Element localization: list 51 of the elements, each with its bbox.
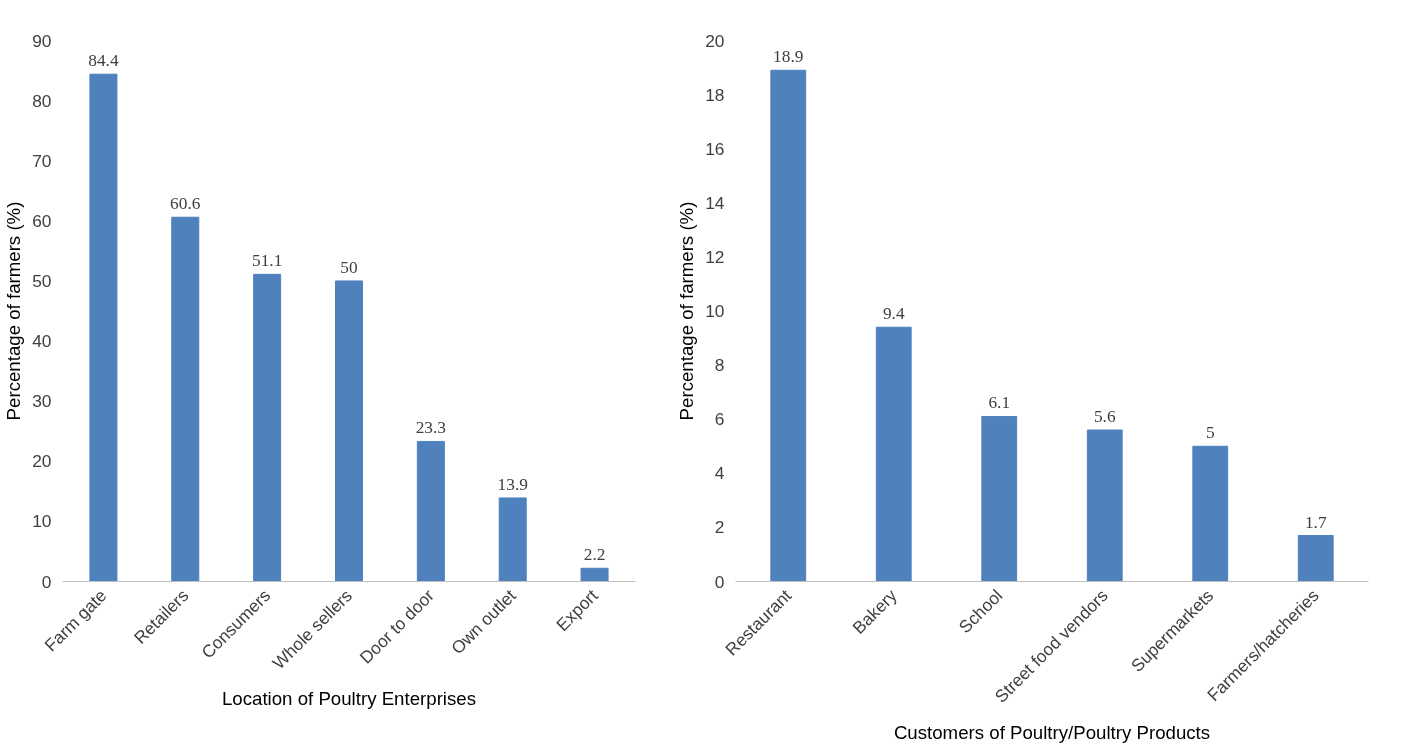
- y-tick-label: 10: [705, 301, 725, 321]
- y-tick-label: 4: [714, 463, 725, 484]
- data-label: 60.6: [170, 194, 201, 214]
- y-tick-label: 18: [705, 84, 725, 105]
- y-tick-label: 60: [32, 210, 52, 231]
- bar: [253, 273, 282, 582]
- bar: [580, 567, 609, 582]
- bar: [1297, 535, 1334, 582]
- y-axis-title: Percentage of farmers (%): [676, 201, 698, 421]
- data-label: 5.6: [1093, 407, 1116, 427]
- y-tick-label: 0: [41, 571, 52, 592]
- y-axis-title: Percentage of farmers (%): [3, 201, 25, 421]
- y-tick-label: 2: [714, 517, 725, 538]
- data-label: 1.7: [1304, 512, 1327, 532]
- bar: [1086, 429, 1123, 582]
- y-tick-label: 14: [705, 192, 725, 213]
- bar: [334, 280, 364, 582]
- data-label: 2.2: [583, 545, 606, 565]
- data-label: 50: [340, 257, 358, 277]
- y-tick-label: 90: [32, 30, 52, 51]
- bar: [770, 69, 807, 582]
- y-tick-label: 0: [714, 571, 725, 592]
- data-label: 13.9: [497, 474, 528, 494]
- data-label: 51.1: [251, 251, 283, 271]
- y-tick-label: 6: [714, 409, 725, 430]
- x-axis-title: Location of Poultry Enterprises: [221, 688, 477, 710]
- data-label: 18.9: [773, 47, 804, 67]
- bar: [416, 440, 445, 582]
- y-tick-label: 80: [32, 90, 52, 111]
- y-tick-label: 10: [32, 511, 52, 532]
- bar: [875, 326, 912, 582]
- data-label: 84.4: [88, 51, 119, 71]
- y-tick-label: 12: [705, 246, 725, 267]
- bar: [171, 216, 200, 582]
- data-label: 6.1: [988, 393, 1011, 413]
- bar: [498, 497, 527, 582]
- y-tick-label: 16: [705, 138, 725, 159]
- y-tick-label: 30: [32, 391, 52, 412]
- y-tick-label: 20: [705, 30, 725, 51]
- bar: [89, 73, 118, 582]
- bar: [1192, 445, 1229, 582]
- data-label: 9.4: [882, 304, 905, 324]
- data-label: 23.3: [415, 418, 447, 438]
- y-tick-label: 8: [714, 355, 725, 376]
- y-tick-label: 70: [32, 150, 52, 171]
- x-axis-title: Customers of Poultry/Poultry Products: [893, 721, 1211, 743]
- data-label: 5: [1205, 423, 1215, 443]
- bar: [981, 415, 1018, 582]
- y-tick-label: 40: [32, 331, 52, 352]
- y-tick-label: 20: [32, 451, 52, 472]
- y-tick-label: 50: [32, 270, 52, 291]
